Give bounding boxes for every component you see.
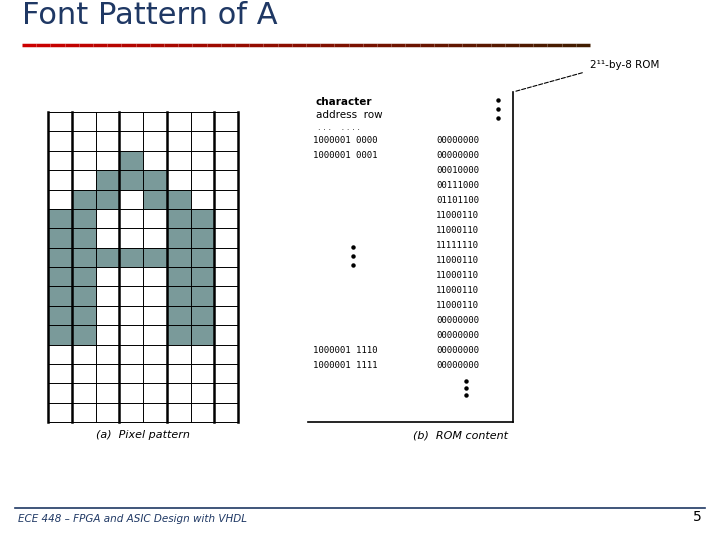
Text: address  row: address row — [316, 110, 382, 120]
Bar — [191, 209, 215, 228]
Bar — [191, 228, 215, 248]
Bar — [48, 209, 72, 228]
Bar — [48, 286, 72, 306]
Bar — [191, 248, 215, 267]
Bar — [143, 248, 167, 267]
Bar — [191, 306, 215, 325]
Bar — [167, 325, 191, 345]
Text: 1000001 0000: 1000001 0000 — [313, 136, 377, 145]
Text: . . .    . . . .: . . . . . . . — [318, 123, 360, 132]
Text: 00000000: 00000000 — [436, 361, 479, 370]
Bar — [48, 267, 72, 286]
Text: 5: 5 — [693, 510, 702, 524]
Bar — [72, 325, 96, 345]
Bar — [96, 248, 120, 267]
Bar — [48, 306, 72, 325]
Bar — [167, 286, 191, 306]
Text: character: character — [316, 97, 372, 107]
Bar — [167, 190, 191, 209]
Text: 11000110: 11000110 — [436, 271, 479, 280]
Text: 11000110: 11000110 — [436, 286, 479, 295]
Bar — [72, 267, 96, 286]
Bar — [48, 325, 72, 345]
Text: 1000001 1110: 1000001 1110 — [313, 346, 377, 355]
Text: 00000000: 00000000 — [436, 136, 479, 145]
Bar — [120, 151, 143, 170]
Bar — [167, 248, 191, 267]
Text: 00000000: 00000000 — [436, 346, 479, 355]
Text: (a)  Pixel pattern: (a) Pixel pattern — [96, 430, 190, 440]
Bar — [48, 228, 72, 248]
Bar — [167, 228, 191, 248]
Bar — [143, 190, 167, 209]
Bar — [120, 248, 143, 267]
Text: 00000000: 00000000 — [436, 316, 479, 325]
Bar — [72, 286, 96, 306]
Bar — [72, 209, 96, 228]
Bar — [72, 228, 96, 248]
Bar — [167, 306, 191, 325]
Bar — [120, 170, 143, 190]
Text: 00111000: 00111000 — [436, 181, 479, 190]
Text: (b)  ROM content: (b) ROM content — [413, 430, 508, 440]
Bar — [72, 190, 96, 209]
Bar — [143, 170, 167, 190]
Bar — [191, 286, 215, 306]
Bar — [167, 267, 191, 286]
Bar — [48, 248, 72, 267]
Bar — [167, 209, 191, 228]
Text: 01101100: 01101100 — [436, 196, 479, 205]
Text: 11000110: 11000110 — [436, 226, 479, 235]
Text: 2¹¹-by-8 ROM: 2¹¹-by-8 ROM — [590, 60, 660, 70]
Bar — [96, 190, 120, 209]
Text: ECE 448 – FPGA and ASIC Design with VHDL: ECE 448 – FPGA and ASIC Design with VHDL — [18, 514, 247, 524]
Text: 00000000: 00000000 — [436, 331, 479, 340]
Text: 11000110: 11000110 — [436, 211, 479, 220]
Bar — [191, 325, 215, 345]
Text: 1000001 0001: 1000001 0001 — [313, 151, 377, 160]
Bar — [72, 306, 96, 325]
Bar — [96, 170, 120, 190]
Bar — [191, 267, 215, 286]
Text: 1000001 1111: 1000001 1111 — [313, 361, 377, 370]
Text: 00000000: 00000000 — [436, 151, 479, 160]
Text: 00010000: 00010000 — [436, 166, 479, 175]
Text: Font Pattern of A: Font Pattern of A — [22, 1, 278, 30]
Text: 11000110: 11000110 — [436, 256, 479, 265]
Text: 11000110: 11000110 — [436, 301, 479, 310]
Text: 11111110: 11111110 — [436, 241, 479, 250]
Bar — [72, 248, 96, 267]
